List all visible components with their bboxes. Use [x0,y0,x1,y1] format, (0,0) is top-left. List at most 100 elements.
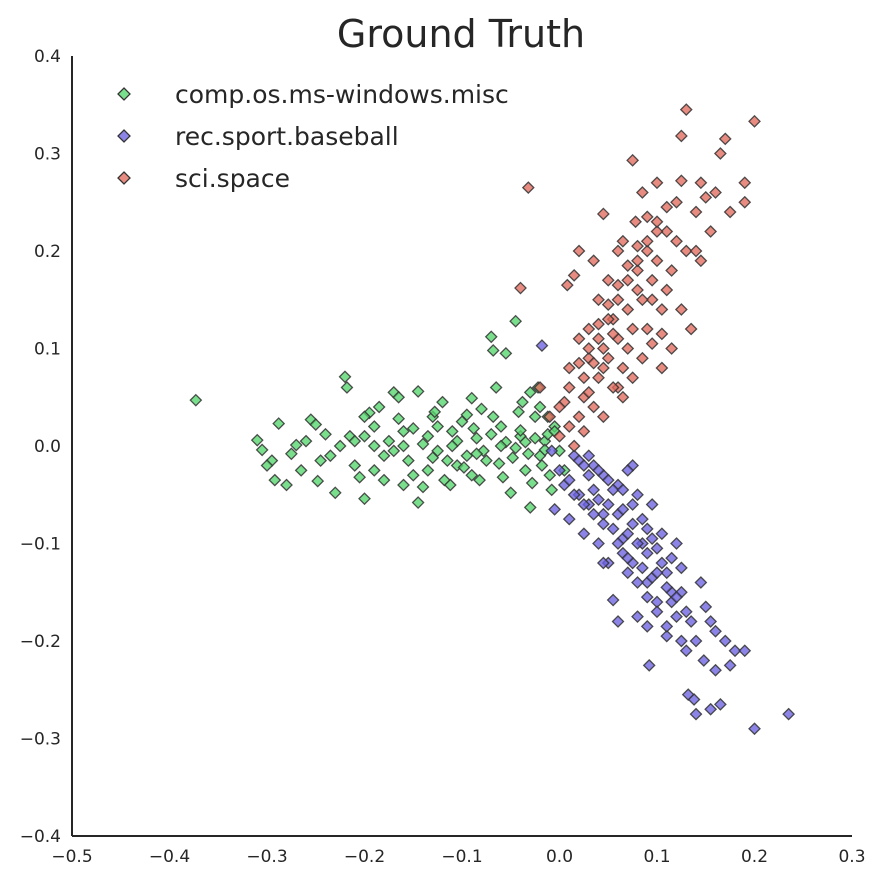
data-point [689,707,703,721]
data-point [674,634,688,648]
data-point [473,473,486,487]
data-point [484,330,498,344]
data-point [650,254,664,268]
data-point [284,447,298,461]
data-point [709,186,722,199]
data-point [496,470,510,484]
data-point [650,225,664,238]
data-point [626,517,640,531]
data-point [660,200,674,214]
data-point [504,486,518,500]
data-point [426,451,440,465]
data-point [782,707,796,721]
data-point [592,537,605,550]
data-point [748,114,761,128]
data-point [601,298,615,312]
data-point [655,556,669,570]
data-point [572,244,586,258]
data-point [621,259,635,273]
data-point [616,390,630,404]
data-point [509,314,523,328]
data-point [694,176,708,190]
legend-label: sci.space [175,164,290,193]
data-point [353,470,367,484]
data-point [443,478,457,492]
data-point [640,590,654,604]
y-tick-label: 0.3 [34,145,61,165]
data-point [460,449,474,463]
data-point [280,478,293,492]
data-point [440,454,454,468]
data-point [486,344,500,357]
data-point [704,225,718,238]
data-point [704,615,718,628]
data-point [704,702,718,716]
data-point [512,405,525,419]
data-point [311,474,325,488]
data-point [645,532,659,546]
data-point [713,147,727,160]
data-point [289,438,303,452]
data-point [587,483,601,497]
data-point [314,454,328,468]
data-point [445,424,459,438]
data-point [411,496,425,509]
data-point [299,434,313,448]
data-point [367,439,381,453]
data-point [645,293,659,307]
data-point [592,332,605,346]
data-point [397,424,410,438]
y-tick-label: 0.2 [34,242,61,262]
data-point [492,457,506,470]
data-point [694,254,708,268]
x-tick-labels: −0.5 −0.4 −0.3 −0.2 −0.1 0.0 0.1 0.2 0.3 [51,847,865,867]
data-point [367,420,381,433]
data-point [635,351,649,365]
x-tick-label: 0.1 [643,847,670,867]
data-point [587,507,601,521]
data-point [577,424,591,438]
data-point [572,410,586,424]
data-point [348,459,362,472]
data-point [416,480,430,494]
data-point [699,190,713,204]
data-point [670,610,683,624]
data-point [560,278,574,292]
data-point [650,176,664,190]
data-point [621,273,635,287]
data-point [606,522,620,536]
data-point [606,483,620,497]
data-point [562,473,576,487]
data-point [621,463,635,477]
data-point [601,473,615,487]
data-point [486,410,500,424]
data-point [475,402,488,416]
data-point [523,501,537,514]
data-point [723,658,737,672]
data-point [535,459,549,472]
legend-marker [117,87,131,101]
data-point [660,566,674,580]
data-point [606,593,620,607]
data-point [465,468,479,482]
data-point [587,400,601,414]
data-point [640,522,654,536]
data-point [650,215,664,229]
x-tick-label: 0.2 [741,847,768,867]
chart-title: Ground Truth [337,12,585,56]
data-point [467,422,481,435]
data-point [457,461,471,474]
data-point [670,537,683,550]
data-point [674,174,688,188]
y-tick-label: 0.0 [34,437,61,457]
data-point [674,129,688,143]
data-point [445,439,459,453]
data-point [738,195,752,209]
data-point [377,473,391,487]
data-point [518,435,532,449]
data-point [611,293,625,307]
data-point [499,346,513,360]
x-tick-label: −0.1 [441,847,482,867]
data-point [543,468,557,482]
data-point [577,527,591,541]
